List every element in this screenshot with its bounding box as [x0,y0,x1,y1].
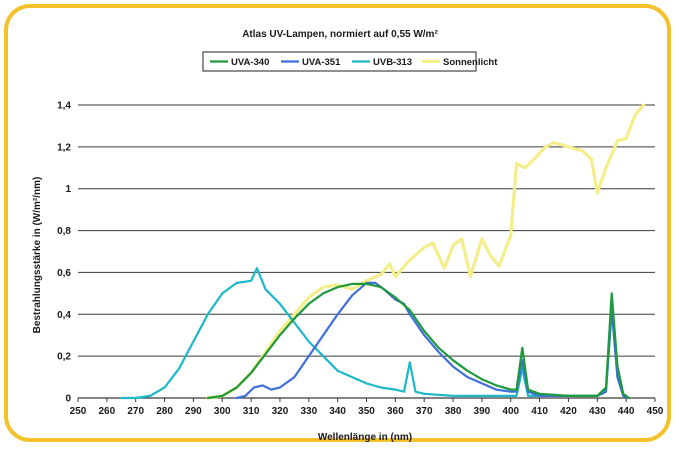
x-tick-labels: 250 260 270 280 290 300 310 320 330 340 350 360 370 3… [70,406,664,417]
x-tick-label: 400 [502,406,519,417]
y-tick-label: 0,6 [57,268,71,279]
y-tick-label: 0,8 [57,226,71,237]
grid [77,104,656,402]
legend-box [202,51,477,72]
x-tick-label: 330 [300,406,317,417]
x-tick-label: 370 [416,406,433,417]
x-axis-label: Wellenlänge in (nm) [318,432,412,443]
legend: UVA-340 UVA-351 UVB-313 Sonnenlicht [210,57,498,68]
y-tick-label: 1 [65,184,71,195]
x-tick-label: 250 [70,406,87,417]
y-tick-label: 0,4 [57,310,71,321]
x-tick-label: 430 [589,406,606,417]
x-tick-label: 320 [272,406,289,417]
x-tick-label: 340 [329,406,346,417]
x-tick-label: 380 [445,406,462,417]
chart-frame [4,4,671,442]
legend-label: Sonnenlicht [443,57,498,68]
x-tick-label: 390 [474,406,491,417]
y-axis-label: Bestrahlungsstärke in (W/m²/nm) [32,177,43,334]
x-tick-label: 450 [647,406,664,417]
legend-label: UVA-340 [231,57,269,68]
x-tick-label: 420 [560,406,577,417]
x-tick-label: 300 [214,406,231,417]
series-line-uvb-313 [120,267,631,400]
y-tick-label: 0 [65,394,71,405]
x-tick-label: 350 [358,406,375,417]
x-tick-label: 360 [387,406,404,417]
series-line-sonnenlicht [206,103,646,400]
y-tick-label: 1,2 [57,142,71,153]
x-tick-label: 280 [156,406,173,417]
chart-title: Atlas UV-Lampen, normiert auf 0,55 W/m² [242,29,438,40]
x-tick-label: 260 [99,406,116,417]
x-tick-label: 270 [127,406,144,417]
y-tick-label: 1,4 [57,101,71,112]
series-line-uva-340 [206,282,631,400]
legend-label: UVA-351 [302,57,341,68]
x-tick-label: 440 [618,406,635,417]
series-lines [120,103,646,400]
legend-label: UVB-313 [373,57,412,68]
x-tick-label: 290 [185,406,202,417]
x-tick-label: 310 [243,406,260,417]
x-tick-label: 410 [531,406,548,417]
y-tick-label: 0,2 [57,352,71,363]
y-tick-labels: 0 0,2 0,4 0,6 0,8 1 1,2 1,4 [57,101,71,405]
